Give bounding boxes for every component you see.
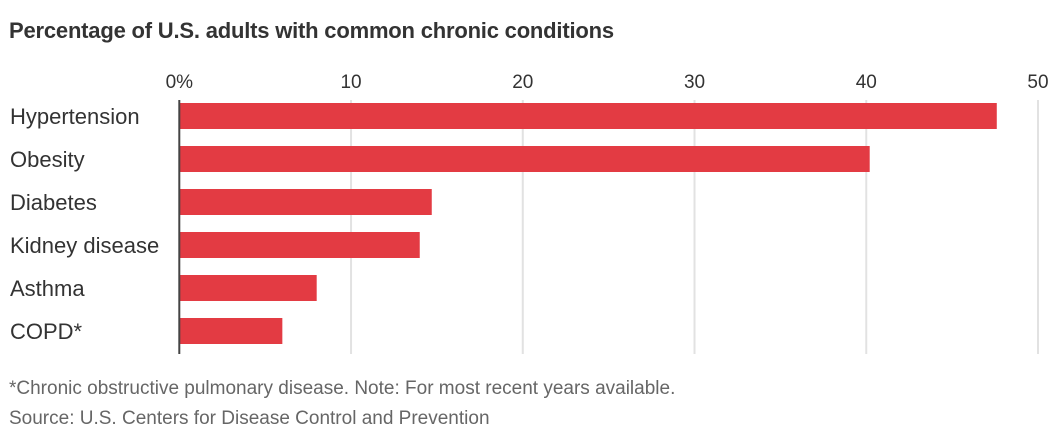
bar-kidney-disease	[179, 232, 420, 258]
category-label: Asthma	[10, 276, 85, 301]
bar-hypertension	[179, 103, 997, 129]
source-note: Source: U.S. Centers for Disease Control…	[9, 408, 490, 429]
x-tick-label: 0%	[166, 72, 194, 93]
x-tick-label: 50	[1027, 72, 1048, 93]
footnote: *Chronic obstructive pulmonary disease. …	[9, 378, 676, 399]
category-label: COPD*	[10, 319, 83, 344]
x-tick-label: 20	[512, 72, 533, 93]
category-label: Hypertension	[10, 104, 140, 129]
bar-diabetes	[179, 189, 432, 215]
category-label: Diabetes	[10, 190, 97, 215]
chart-title: Percentage of U.S. adults with common ch…	[9, 18, 614, 43]
category-label: Kidney disease	[10, 233, 159, 258]
x-tick-label: 40	[856, 72, 877, 93]
category-label: Obesity	[10, 147, 85, 172]
x-tick-label: 30	[684, 72, 705, 93]
bar-copd-	[179, 318, 283, 344]
x-tick-label: 10	[340, 72, 361, 93]
bar-asthma	[179, 275, 317, 301]
bar-obesity	[179, 146, 870, 172]
